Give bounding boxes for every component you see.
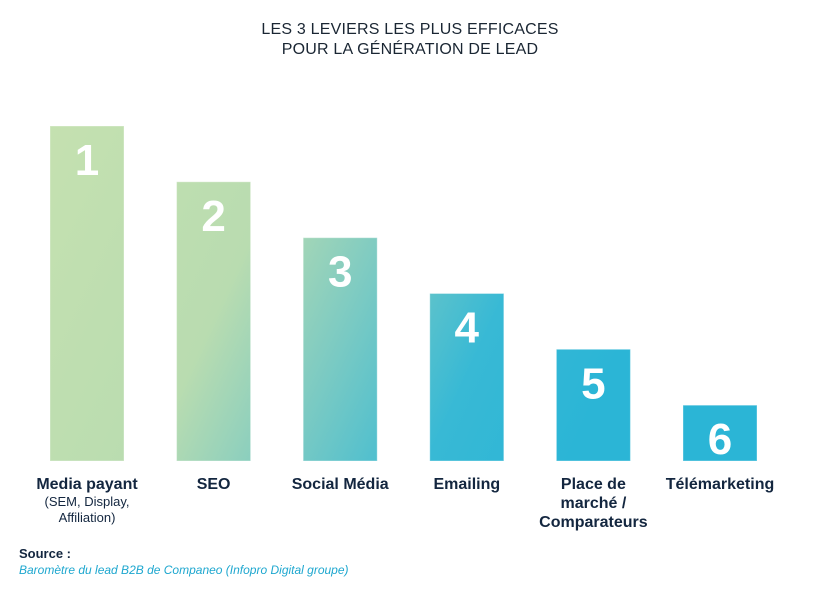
bar-rank-label-6: 6 [708, 415, 732, 464]
bar-5 [555, 348, 631, 462]
bar-rank-label-2: 2 [201, 192, 225, 241]
bar-rank-label-4: 4 [455, 304, 480, 353]
category-label-6-line-1: Télémarketing [666, 476, 774, 493]
bar-6 [682, 404, 758, 462]
source-label: Source : [19, 546, 72, 561]
bar-rank-label-3: 3 [328, 248, 352, 297]
bar-3 [302, 237, 378, 462]
bar-rank-label-1: 1 [75, 136, 99, 185]
source-text: Baromètre du lead B2B de Companeo (Infop… [19, 563, 349, 577]
chart-title-line-2: POUR LA GÉNÉRATION DE LEAD [281, 41, 539, 58]
category-label-5-line-3: Comparateurs [539, 514, 648, 531]
category-label-4-line-1: Emailing [433, 476, 500, 493]
category-label-5-line-1: Place de [561, 476, 626, 493]
category-sublabel-1-line-2: Affiliation) [59, 510, 116, 525]
category-label-3-line-1: Social Média [292, 476, 389, 493]
chart-title: LES 3 LEVIERS LES PLUS EFFICACES POUR LA… [0, 20, 820, 60]
bars-layer: 1 2 3 4 5 6 [49, 125, 758, 464]
chart-title-line-1: LES 3 LEVIERS LES PLUS EFFICACES [261, 21, 559, 38]
bar-rank-label-5: 5 [581, 359, 605, 408]
category-label-1-line-1: Media payant [36, 476, 138, 493]
category-sublabel-1-line-1: (SEM, Display, [45, 494, 130, 509]
category-label-5-line-2: marché / [560, 495, 626, 512]
source-block: Source : Baromètre du lead B2B de Compan… [19, 546, 349, 578]
category-labels-layer: Media payant(SEM, Display,Affiliation) SE… [36, 476, 774, 531]
bar-1 [49, 125, 125, 462]
bar-2 [176, 181, 252, 462]
bar-4 [429, 293, 505, 462]
category-label-2-line-1: SEO [197, 476, 231, 493]
